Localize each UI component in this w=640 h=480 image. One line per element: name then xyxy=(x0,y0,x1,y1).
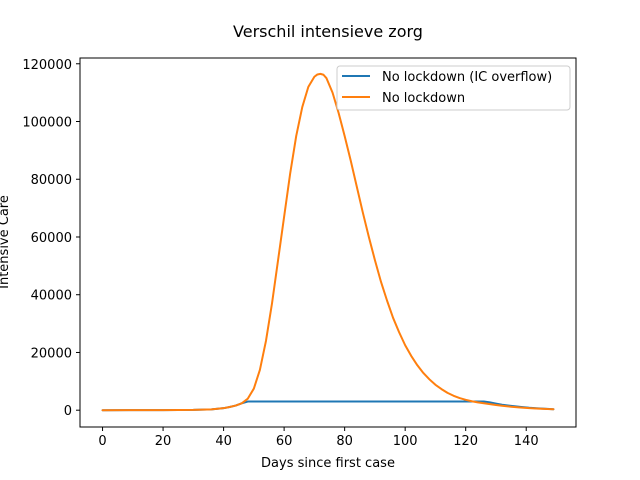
x-tick-label: 100 xyxy=(393,434,418,449)
x-axis-label: Days since first case xyxy=(261,456,395,471)
plot-area xyxy=(101,72,555,412)
x-tick-label: 0 xyxy=(98,434,106,449)
x-tick-label: 40 xyxy=(215,434,232,449)
axis-ticks: 0 20 40 60 80 100 120 140 0 20000 40000 60000 80000 1… xyxy=(22,58,538,449)
x-tick-label: 20 xyxy=(155,434,172,449)
y-tick-label: 100000 xyxy=(22,116,72,131)
axes-frame xyxy=(79,57,577,428)
y-tick-label: 0 xyxy=(64,404,72,419)
x-tick-label: 60 xyxy=(276,434,293,449)
x-tick-label: 80 xyxy=(336,434,353,449)
x-tick-label: 120 xyxy=(453,434,478,449)
legend-label-overflow: No lockdown (IC overflow) xyxy=(382,70,552,85)
x-tick-label: 140 xyxy=(514,434,539,449)
legend-label-no-lockdown: No lockdown xyxy=(382,91,465,106)
chart-title: Verschil intensieve zorg xyxy=(233,22,423,41)
y-axis-label: Intensive Care xyxy=(0,195,12,289)
y-tick-label: 80000 xyxy=(31,173,72,188)
y-tick-label: 40000 xyxy=(31,289,72,304)
y-tick-label: 60000 xyxy=(31,231,72,246)
legend-box xyxy=(336,65,571,111)
y-tick-label: 120000 xyxy=(22,58,72,73)
legend: No lockdown (IC overflow) No lockdown xyxy=(336,65,571,111)
series-line-1 xyxy=(101,72,555,412)
y-tick-label: 20000 xyxy=(31,346,72,361)
